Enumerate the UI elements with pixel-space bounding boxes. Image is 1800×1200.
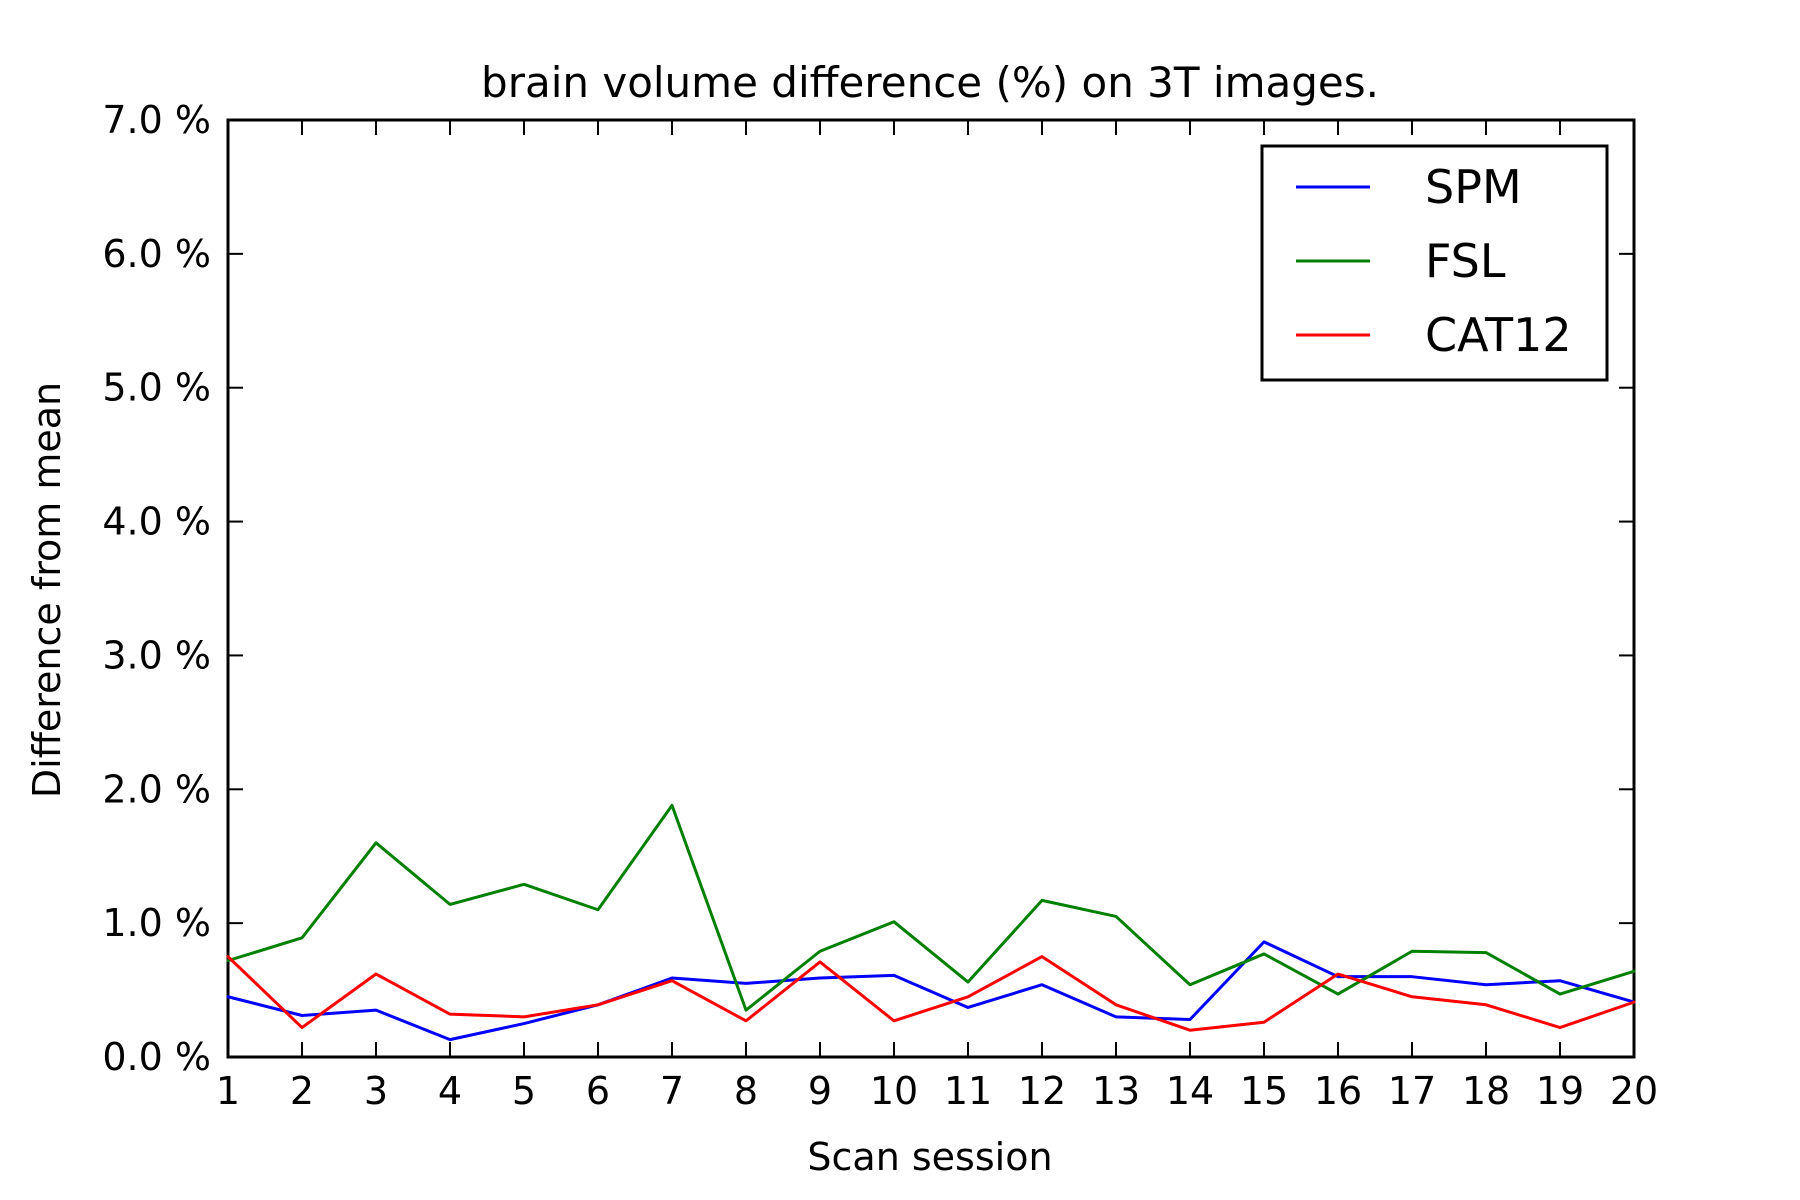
series-line-spm (226, 940, 1636, 1042)
x-tick-label: 12 (1018, 1069, 1066, 1113)
x-tick-label: 19 (1536, 1069, 1584, 1113)
x-tick-label: 13 (1092, 1069, 1140, 1113)
x-tick-label: 9 (808, 1069, 832, 1113)
x-tick-label: 16 (1314, 1069, 1362, 1113)
x-tick-label: 8 (734, 1069, 758, 1113)
series-layer (226, 803, 1636, 1042)
y-tick-label: 4.0 % (102, 500, 211, 544)
x-tick-label: 2 (290, 1069, 314, 1113)
x-tick-label: 10 (870, 1069, 918, 1113)
legend-label-cat12: CAT12 (1425, 308, 1572, 362)
series-line-fsl (226, 803, 1636, 1012)
x-tick-label: 18 (1462, 1069, 1510, 1113)
x-tick-label: 17 (1388, 1069, 1436, 1113)
x-tick-label: 7 (660, 1069, 684, 1113)
plot-frame (226, 118, 1636, 1059)
y-tick-label: 6.0 % (102, 232, 211, 276)
chart-title: brain volume difference (%) on 3T images… (481, 58, 1379, 107)
y-tick-label: 5.0 % (102, 366, 211, 410)
x-tick-label: 5 (512, 1069, 536, 1113)
y-tick-label: 7.0 % (102, 98, 211, 142)
y-tick-label: 2.0 % (102, 767, 211, 811)
y-tick-label: 3.0 % (102, 633, 211, 677)
x-tick-label: 6 (586, 1069, 610, 1113)
legend-box (1260, 144, 1609, 382)
y-tick-label: 1.0 % (102, 901, 211, 945)
x-tick-label: 20 (1610, 1069, 1658, 1113)
y-axis-ticks: 0.0 % 1.0 % 2.0 % 3.0 % 4.0 % 5.0 % 6.0 % 7.0 % (102, 98, 1634, 1079)
legend-label-spm: SPM (1425, 160, 1522, 214)
x-tick-label: 14 (1166, 1069, 1214, 1113)
x-axis-ticks: 1 2 3 4 5 6 7 8 9 10 11 12 13 14 15 16 17 18 19 20 (216, 120, 1658, 1113)
y-axis-label: Difference from mean (25, 382, 69, 798)
x-tick-label: 11 (944, 1069, 992, 1113)
x-tick-label: 1 (216, 1069, 240, 1113)
x-tick-label: 15 (1240, 1069, 1288, 1113)
y-tick-label: 0.0 % (102, 1035, 211, 1079)
series-line-cat12 (226, 955, 1636, 1032)
legend: SPM FSL CAT12 (1260, 144, 1609, 382)
legend-items: SPM FSL CAT12 (1296, 160, 1572, 362)
x-tick-label: 4 (438, 1069, 462, 1113)
x-tick-label: 3 (364, 1069, 388, 1113)
legend-label-fsl: FSL (1425, 234, 1506, 288)
plot-area: 1 2 3 4 5 6 7 8 9 10 11 12 13 14 15 16 17 18 19 20 0.0 %1.0… (102, 98, 1658, 1113)
x-axis-label: Scan session (807, 1135, 1052, 1179)
